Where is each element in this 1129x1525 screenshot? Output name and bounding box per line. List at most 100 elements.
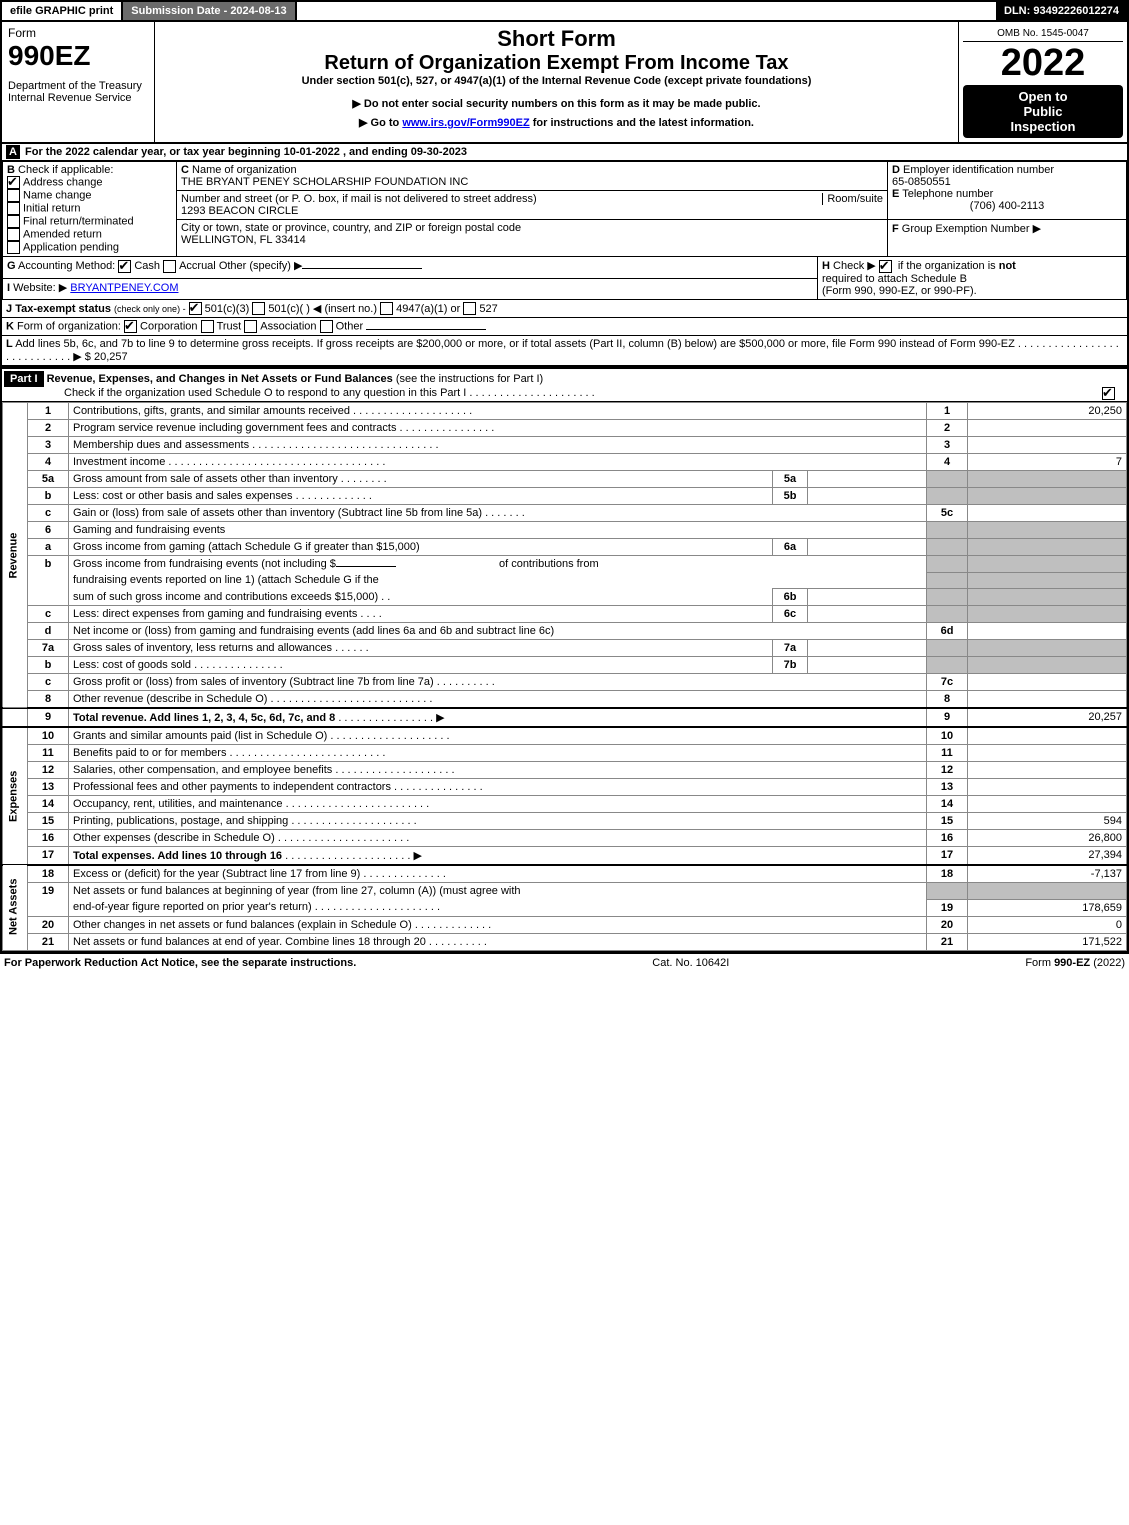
b-label: Check if applicable: xyxy=(18,164,113,176)
line-6d-amt xyxy=(968,623,1127,640)
form-ref: Form 990-EZ (2022) xyxy=(1025,957,1125,969)
line-14-num: 14 xyxy=(28,796,69,813)
h-text3: (Form 990, 990-EZ, or 990-PF). xyxy=(822,285,977,297)
goto-pre: ▶ Go to xyxy=(359,117,402,129)
line-15-rnum: 15 xyxy=(927,813,968,830)
irs-link[interactable]: www.irs.gov/Form990EZ xyxy=(402,117,529,129)
line-19-amt: 178,659 xyxy=(968,899,1127,916)
header-right: OMB No. 1545-0047 2022 Open to Public In… xyxy=(958,22,1127,142)
line-5c-row: c Gain or (loss) from sale of assets oth… xyxy=(3,505,1127,522)
line-17-rnum: 17 xyxy=(927,847,968,866)
opt-other: Other (specify) ▶ xyxy=(219,260,303,272)
line-6b-sn: 6b xyxy=(773,589,808,606)
checkbox-501c3[interactable] xyxy=(189,302,202,315)
open-line2: Public xyxy=(967,104,1119,119)
line-14-amt xyxy=(968,796,1127,813)
goto-post: for instructions and the latest informat… xyxy=(530,117,754,129)
line-6b-shade1 xyxy=(927,556,968,573)
line-21-desc: Net assets or fund balances at end of ye… xyxy=(69,933,927,950)
line-6a-shade xyxy=(927,539,968,556)
topbar-spacer xyxy=(297,2,996,20)
line-6a-sn: 6a xyxy=(773,539,808,556)
org-info-block: B Check if applicable: Address change Na… xyxy=(2,161,1127,257)
line-6d-rnum: 6d xyxy=(927,623,968,640)
checkbox-amended-return[interactable] xyxy=(7,228,20,241)
line-7a-shade xyxy=(927,640,968,657)
checkbox-corporation[interactable] xyxy=(124,320,137,333)
opt-501c: 501(c)( ) ◀ (insert no.) xyxy=(268,303,377,315)
checkbox-application-pending[interactable] xyxy=(7,241,20,254)
checkbox-501c[interactable] xyxy=(252,302,265,315)
tax-year: 2022 xyxy=(963,42,1123,85)
omb-number: OMB No. 1545-0047 xyxy=(963,26,1123,42)
submission-date: Submission Date - 2024-08-13 xyxy=(123,2,296,20)
line-8-amt xyxy=(968,691,1127,709)
checkbox-schedule-o[interactable] xyxy=(1102,387,1115,400)
open-to-public-badge: Open to Public Inspection xyxy=(963,85,1123,138)
line-20-desc: Other changes in net assets or fund bala… xyxy=(69,916,927,933)
line-5c-rnum: 5c xyxy=(927,505,968,522)
g-label: Accounting Method: xyxy=(18,260,115,272)
checkbox-accrual[interactable] xyxy=(163,260,176,273)
line-6b-row2: fundraising events reported on line 1) (… xyxy=(3,572,1127,589)
line-12-row: 12 Salaries, other compensation, and emp… xyxy=(3,762,1127,779)
j-label: Tax-exempt status xyxy=(15,303,111,315)
line-10-row: Expenses 10 Grants and similar amounts p… xyxy=(3,727,1127,745)
part-i-header: Part I Revenue, Expenses, and Changes in… xyxy=(2,367,1127,402)
line-1-rnum: 1 xyxy=(927,403,968,420)
l-arrow: ▶ $ xyxy=(73,351,91,363)
part-i-title: Revenue, Expenses, and Changes in Net As… xyxy=(47,373,393,385)
checkbox-final-return[interactable] xyxy=(7,215,20,228)
line-6b-num: b xyxy=(28,556,69,573)
line-20-num: 20 xyxy=(28,916,69,933)
letter-a: A xyxy=(6,145,20,159)
checkbox-cash[interactable] xyxy=(118,260,131,273)
section-h: H Check ▶ if the organization is not req… xyxy=(818,257,1127,299)
line-21-amt: 171,522 xyxy=(968,933,1127,950)
revenue-vlabel: Revenue xyxy=(3,403,28,709)
g-h-block: G Accounting Method: Cash Accrual Other … xyxy=(2,257,1127,300)
line-19-shade xyxy=(927,883,968,900)
telephone-value: (706) 400-2113 xyxy=(892,200,1122,212)
line-19-row1: 19 Net assets or fund balances at beginn… xyxy=(3,883,1127,900)
line-14-row: 14 Occupancy, rent, utilities, and maint… xyxy=(3,796,1127,813)
line-12-amt xyxy=(968,762,1127,779)
line-7c-rnum: 7c xyxy=(927,674,968,691)
section-b: B Check if applicable: Address change Na… xyxy=(3,162,177,257)
checkbox-association[interactable] xyxy=(244,320,257,333)
line-21-num: 21 xyxy=(28,933,69,950)
line-6a-row: a Gross income from gaming (attach Sched… xyxy=(3,539,1127,556)
irs-label: Internal Revenue Service xyxy=(8,92,148,104)
line-21-rnum: 21 xyxy=(927,933,968,950)
line-2-rnum: 2 xyxy=(927,420,968,437)
expenses-vlabel: Expenses xyxy=(3,727,28,865)
checkbox-other-org[interactable] xyxy=(320,320,333,333)
header-subtitle: Under section 501(c), 527, or 4947(a)(1)… xyxy=(159,75,954,87)
line-6b-num3 xyxy=(28,589,69,606)
checkbox-527[interactable] xyxy=(463,302,476,315)
d-label: Employer identification number xyxy=(903,164,1054,176)
section-l: L Add lines 5b, 6c, and 7b to line 9 to … xyxy=(2,336,1127,367)
checkbox-trust[interactable] xyxy=(201,320,214,333)
line-3-rnum: 3 xyxy=(927,437,968,454)
checkbox-address-change[interactable] xyxy=(7,176,20,189)
line-5b-row: b Less: cost or other basis and sales ex… xyxy=(3,488,1127,505)
website-link[interactable]: BRYANTPENEY.COM xyxy=(70,282,178,294)
checkbox-4947[interactable] xyxy=(380,302,393,315)
opt-final-return: Final return/terminated xyxy=(23,215,134,227)
opt-corporation: Corporation xyxy=(140,321,197,333)
dln-number: DLN: 93492226012274 xyxy=(996,2,1127,20)
line-9-amt: 20,257 xyxy=(968,708,1127,727)
line-5c-desc: Gain or (loss) from sale of assets other… xyxy=(69,505,927,522)
city-label: City or town, state or province, country… xyxy=(181,222,521,234)
line-1-amt: 20,250 xyxy=(968,403,1127,420)
checkbox-name-change[interactable] xyxy=(7,189,20,202)
part-i-check-text: Check if the organization used Schedule … xyxy=(64,387,466,399)
line-21-row: 21 Net assets or fund balances at end of… xyxy=(3,933,1127,950)
line-3-desc: Membership dues and assessments . . . . … xyxy=(69,437,927,454)
k-label: Form of organization: xyxy=(17,321,121,333)
checkbox-initial-return[interactable] xyxy=(7,202,20,215)
line-10-desc: Grants and similar amounts paid (list in… xyxy=(69,727,927,745)
checkbox-h[interactable] xyxy=(879,260,892,273)
line-7a-subval xyxy=(808,640,927,657)
